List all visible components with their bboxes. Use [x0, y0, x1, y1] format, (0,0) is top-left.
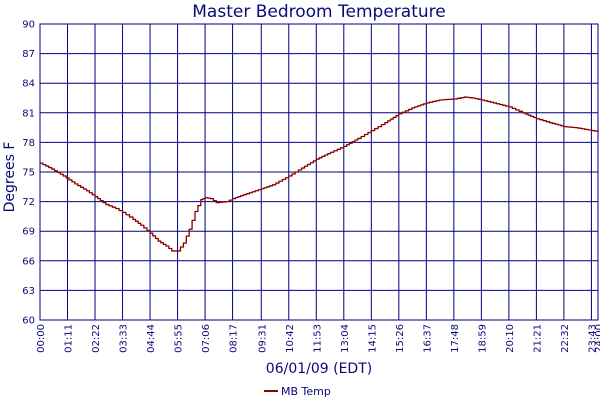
plot-border: [39, 23, 599, 321]
x-tick-label: 22:32: [560, 324, 571, 353]
x-tick-label: 21:21: [532, 324, 543, 353]
x-tick-label: 15:26: [395, 324, 406, 353]
x-tick-label: 02:22: [91, 324, 102, 353]
x-tick-label: 24:00: [594, 324, 600, 353]
legend-label: MB Temp: [281, 385, 331, 398]
x-tick-label: 14:15: [367, 324, 378, 353]
y-tick-label: 75: [22, 168, 35, 179]
y-tick-label: 69: [22, 227, 35, 238]
x-tick-label: 09:31: [257, 324, 268, 353]
y-tick-label: 81: [22, 108, 35, 119]
series-line-mb-temp: [40, 96, 599, 252]
x-tick-label: 18:59: [477, 324, 488, 353]
x-tick-label: 20:10: [505, 324, 516, 353]
x-tick-label: 17:48: [450, 324, 461, 353]
x-axis-title: 06/01/09 (EDT): [266, 361, 372, 377]
y-tick-label: 63: [22, 286, 35, 297]
x-tick-label: 05:55: [174, 324, 185, 353]
x-tick-label: 23:43: [587, 324, 598, 353]
series-layer: [40, 96, 599, 252]
grid-lines: [39, 23, 599, 321]
x-tick-label: 03:33: [119, 324, 130, 353]
y-tick-label: 90: [22, 20, 35, 31]
x-tick-label: 00:00: [36, 324, 47, 353]
y-tick-label: 84: [22, 79, 35, 90]
legend: MB Temp: [264, 385, 331, 398]
x-tick-label: 13:04: [340, 324, 351, 353]
y-tick-label: 60: [22, 316, 35, 327]
x-tick-label: 11:53: [312, 324, 323, 353]
x-tick-label: 01:11: [64, 324, 75, 353]
y-tick-label: 87: [22, 49, 35, 60]
x-tick-label: 16:37: [422, 324, 433, 353]
tick-labels: 60 63 66 69 72 75 78 81 84 87 90 00:00 01:11 02:22 03:…: [22, 20, 600, 353]
chart-title: Master Bedroom Temperature: [192, 2, 445, 22]
y-axis-title: Degrees F: [2, 142, 18, 213]
y-tick-label: 78: [22, 138, 35, 149]
x-tick-label: 10:42: [285, 324, 296, 353]
y-tick-label: 72: [22, 197, 35, 208]
x-tick-label: 08:17: [229, 324, 240, 353]
x-tick-label: 07:06: [201, 324, 212, 353]
y-tick-label: 66: [22, 256, 35, 267]
x-tick-label: 04:44: [146, 324, 157, 353]
